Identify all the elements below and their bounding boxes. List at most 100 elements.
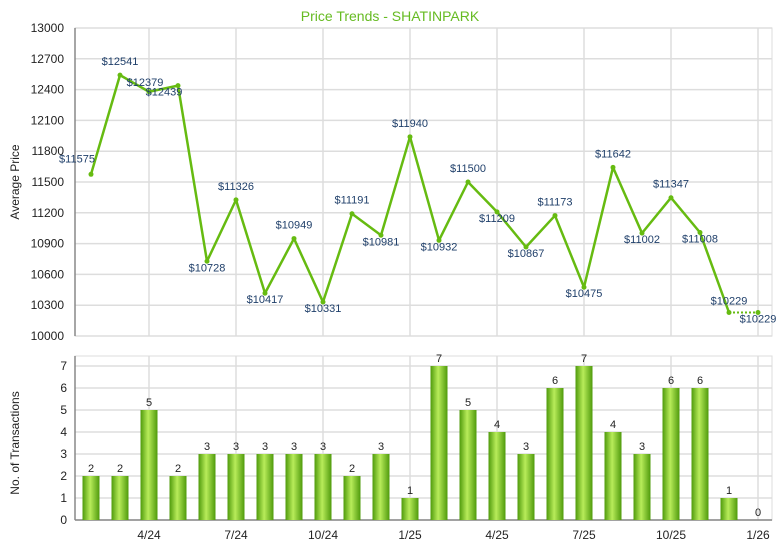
- transaction-bar: [604, 432, 622, 520]
- bar-data-label: 3: [291, 441, 297, 453]
- bar-data-label: 3: [204, 441, 210, 453]
- price-point: [88, 171, 94, 177]
- transaction-bar: [720, 498, 738, 520]
- price-y-tick: 11200: [32, 206, 65, 220]
- transaction-bar: [343, 476, 361, 520]
- transaction-bar: [459, 410, 477, 520]
- bar-data-label: 5: [146, 397, 152, 409]
- transaction-bar: [430, 366, 448, 520]
- bar-plot-area: [74, 355, 773, 521]
- price-point: [349, 211, 355, 217]
- price-data-label: $11002: [624, 234, 660, 246]
- price-data-label: $11500: [450, 163, 486, 175]
- bar-data-label: 1: [726, 485, 732, 497]
- price-data-label: $11209: [479, 213, 515, 225]
- price-y-tick: 12100: [31, 113, 65, 127]
- price-data-label: $11191: [334, 195, 369, 207]
- price-data-label: $10981: [363, 236, 400, 248]
- bar-data-label: 6: [668, 375, 674, 387]
- bar-y-tick: 7: [60, 359, 67, 373]
- transaction-bar: [198, 454, 216, 520]
- transaction-bar: [169, 476, 187, 520]
- bar-data-label: 2: [349, 463, 355, 475]
- bar-data-label: 3: [523, 441, 529, 453]
- price-y-tick: 11800: [32, 144, 65, 158]
- transaction-bar: [575, 366, 593, 520]
- price-point: [262, 290, 268, 296]
- transaction-bar: [227, 454, 245, 520]
- price-data-label: $10229: [740, 313, 777, 325]
- bar-y-tick: 0: [60, 513, 67, 527]
- price-point: [610, 164, 616, 170]
- price-point: [552, 213, 558, 219]
- price-point: [204, 258, 210, 264]
- price-data-label: $11575: [59, 153, 95, 165]
- price-point: [581, 284, 587, 290]
- x-tick: 7/25: [572, 528, 596, 542]
- bar-data-label: 3: [639, 441, 645, 453]
- transaction-bar: [488, 432, 506, 520]
- price-data-label: $12541: [102, 56, 139, 68]
- price-point: [697, 230, 703, 236]
- bar-data-label: 3: [320, 441, 326, 453]
- price-y-tick: 10300: [31, 298, 65, 312]
- price-data-label: $10417: [247, 294, 284, 306]
- bar-data-label: 5: [465, 397, 471, 409]
- price-data-label: $10949: [276, 220, 313, 232]
- bar-data-label: 3: [378, 441, 384, 453]
- price-point: [175, 83, 181, 89]
- bar-data-label: 6: [552, 375, 558, 387]
- bar-data-label: 2: [88, 463, 94, 475]
- x-tick: 4/24: [137, 528, 161, 542]
- transaction-bar: [285, 454, 303, 520]
- price-data-label: $11642: [595, 148, 631, 160]
- bar-data-label: 4: [610, 419, 616, 431]
- price-data-label: $10932: [421, 241, 458, 253]
- price-data-label: $10867: [508, 248, 545, 260]
- price-data-label: $11347: [653, 179, 689, 191]
- transactions-axis-title: No. of Transactions: [8, 391, 22, 494]
- price-point: [668, 195, 674, 201]
- price-data-label: $10229: [711, 295, 748, 307]
- price-point: [494, 209, 500, 215]
- price-point: [291, 236, 297, 242]
- price-y-tick: 13000: [31, 21, 65, 35]
- bar-y-tick: 1: [60, 491, 67, 505]
- x-tick: 10/24: [308, 528, 338, 542]
- bar-data-label: 0: [755, 507, 761, 519]
- price-point: [523, 244, 529, 250]
- bar-data-label: 3: [233, 441, 239, 453]
- price-point: [233, 197, 239, 203]
- price-axis-title: Average Price: [8, 144, 22, 219]
- transaction-bar: [372, 454, 390, 520]
- price-y-tick: 10000: [31, 329, 65, 343]
- bar-data-label: 7: [436, 353, 442, 365]
- price-point: [755, 309, 761, 315]
- transaction-bar: [314, 454, 332, 520]
- price-point: [146, 89, 152, 95]
- price-data-label: $12379: [127, 77, 164, 89]
- price-point: [378, 232, 384, 238]
- price-y-tick: 11500: [32, 175, 65, 189]
- x-tick: 4/25: [485, 528, 509, 542]
- price-data-label: $11173: [537, 197, 572, 209]
- price-point: [465, 179, 471, 185]
- price-data-label: $10331: [305, 303, 342, 315]
- bar-data-label: 3: [262, 441, 268, 453]
- price-point: [407, 134, 413, 140]
- transaction-bar: [546, 388, 564, 520]
- bar-data-label: 6: [697, 375, 703, 387]
- x-tick: 10/25: [656, 528, 686, 542]
- price-point: [436, 237, 442, 243]
- transaction-bar: [140, 410, 158, 520]
- price-y-tick: 10900: [31, 237, 65, 251]
- price-y-tick: 10600: [31, 267, 65, 281]
- price-data-label: $10728: [189, 262, 226, 274]
- price-point: [639, 230, 645, 236]
- price-point: [117, 72, 123, 78]
- bar-y-tick: 3: [60, 447, 67, 461]
- bar-y-tick: 5: [60, 403, 67, 417]
- transaction-bar: [662, 388, 680, 520]
- price-data-label: $10475: [566, 288, 603, 300]
- bar-data-label: 2: [175, 463, 181, 475]
